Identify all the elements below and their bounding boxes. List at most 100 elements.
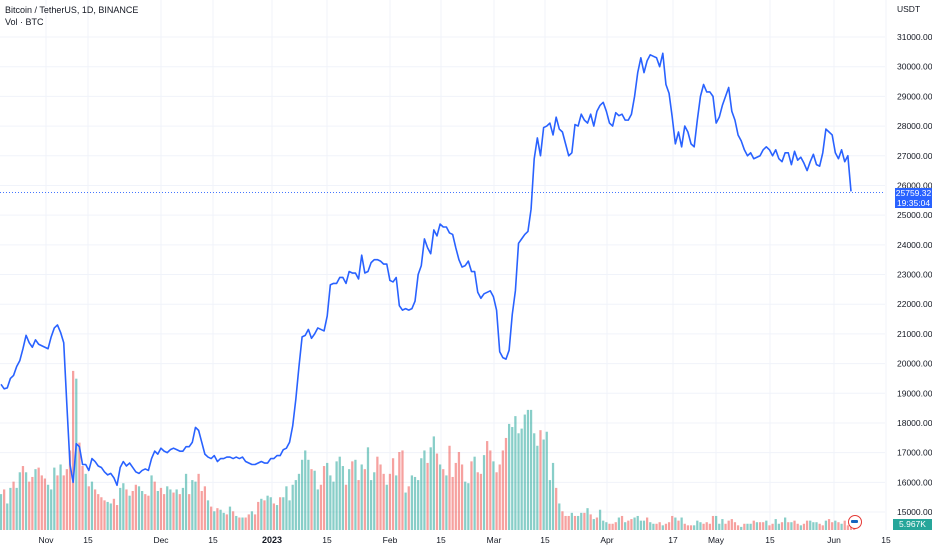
volume-bar bbox=[611, 523, 614, 530]
volume-bar bbox=[821, 525, 824, 530]
volume-bar bbox=[711, 515, 715, 530]
volume-bar bbox=[360, 464, 363, 530]
volume-bar bbox=[784, 517, 787, 530]
volume-bar bbox=[608, 523, 611, 530]
volume-bar bbox=[379, 464, 382, 530]
volume-bar bbox=[6, 503, 9, 530]
volume-bar bbox=[592, 519, 595, 530]
volume-bar bbox=[56, 475, 59, 530]
volume-bar bbox=[598, 509, 602, 530]
volume-bar bbox=[62, 475, 65, 530]
y-tick-label: 21000.00 bbox=[897, 329, 932, 339]
volume-bar bbox=[238, 517, 241, 530]
volume-bar bbox=[529, 409, 533, 530]
x-tick-label: Feb bbox=[383, 535, 398, 545]
current-price-tag: 25759.32 19:35:04 bbox=[895, 187, 932, 208]
volume-bar bbox=[718, 523, 721, 530]
volume-bar bbox=[740, 526, 743, 530]
volume-bar bbox=[699, 522, 702, 530]
volume-bar bbox=[178, 494, 181, 530]
volume-bar bbox=[300, 459, 304, 530]
volume-bar bbox=[498, 464, 501, 530]
volume-bar bbox=[363, 469, 366, 530]
volume-bar bbox=[482, 455, 486, 530]
volume-bar bbox=[526, 409, 530, 530]
volume-bar bbox=[231, 511, 235, 530]
current-price-value: 25759.32 bbox=[895, 187, 932, 198]
volume-bar bbox=[633, 517, 636, 530]
volume-bar bbox=[595, 517, 599, 530]
volume-bar bbox=[369, 480, 373, 530]
volume-bar bbox=[840, 523, 843, 530]
volume-bar bbox=[727, 520, 730, 530]
volume-bar bbox=[768, 525, 771, 530]
volume-bar bbox=[533, 433, 536, 530]
volume-bar bbox=[395, 475, 398, 530]
volume-bar bbox=[429, 447, 432, 530]
y-axis[interactable]: 15000.00 16000.00 17000.00 18000.00 19000.00… bbox=[897, 32, 932, 517]
volume-bar bbox=[580, 512, 583, 530]
volume-bar bbox=[523, 414, 526, 530]
volume-bar bbox=[153, 481, 156, 530]
axis-unit-label[interactable]: USDT bbox=[897, 4, 921, 14]
volume-bar bbox=[765, 520, 768, 530]
volume-bar bbox=[203, 486, 207, 530]
flag-icon[interactable] bbox=[848, 515, 862, 529]
volume-bar bbox=[831, 522, 834, 530]
volume-bar bbox=[282, 497, 285, 530]
volume-bar bbox=[87, 486, 90, 530]
volume-bar bbox=[548, 480, 552, 530]
volume-bar bbox=[423, 450, 426, 530]
volume-bar bbox=[646, 517, 649, 530]
volume-bar bbox=[451, 476, 454, 530]
volume-bar bbox=[335, 461, 338, 530]
volume-bar bbox=[93, 489, 97, 530]
volume-bar bbox=[586, 508, 589, 530]
volume-bar bbox=[72, 370, 75, 530]
volume-bar bbox=[332, 481, 335, 530]
volume-bar bbox=[326, 462, 329, 530]
volume-bar bbox=[602, 520, 605, 530]
volume-bar bbox=[542, 439, 545, 530]
volume-bar bbox=[162, 494, 166, 530]
volume-bar bbox=[75, 378, 78, 530]
volume-bar bbox=[266, 495, 269, 530]
volume-bar bbox=[589, 514, 592, 530]
volume-bar bbox=[649, 522, 652, 530]
volume-bar bbox=[24, 472, 28, 530]
x-tick-label: 15 bbox=[765, 535, 775, 545]
volume-bar bbox=[260, 498, 263, 530]
volume-bar bbox=[188, 494, 191, 530]
y-tick-label: 31000.00 bbox=[897, 32, 932, 42]
volume-bar bbox=[486, 441, 489, 530]
volume-bar bbox=[639, 520, 642, 530]
volume-bar bbox=[288, 500, 291, 530]
volume-bar bbox=[448, 445, 451, 530]
bar-countdown: 19:35:04 bbox=[896, 197, 931, 208]
volume-bar bbox=[567, 515, 570, 530]
volume-bar bbox=[683, 523, 686, 530]
volume-bar bbox=[410, 475, 414, 530]
volume-bar bbox=[291, 484, 294, 530]
volume-bar bbox=[313, 470, 316, 530]
volume-bar bbox=[824, 520, 828, 530]
volume-bar bbox=[366, 447, 370, 530]
x-axis[interactable]: Nov 15 Dec 15 2023 15 Feb 15 Mar 15 Apr 17 May 15 Jun 1… bbox=[38, 535, 891, 545]
volume-legend[interactable]: Vol · BTC bbox=[5, 17, 44, 27]
volume-bar bbox=[382, 473, 385, 530]
volume-bar bbox=[583, 512, 586, 530]
volume-bar bbox=[671, 515, 674, 530]
volume-bar bbox=[733, 522, 737, 530]
y-tick-label: 20000.00 bbox=[897, 359, 932, 369]
volume-bar bbox=[100, 497, 103, 530]
volume-bar bbox=[843, 520, 846, 530]
volume-bar bbox=[228, 506, 232, 530]
volume-bar bbox=[758, 522, 762, 530]
volume-bar bbox=[771, 523, 774, 530]
volume-bar bbox=[46, 484, 50, 530]
volume-bar bbox=[206, 500, 210, 530]
volume-bar bbox=[285, 486, 288, 530]
symbol-legend[interactable]: Bitcoin / TetherUS, 1D, BINANCE bbox=[5, 5, 139, 15]
volume-bar bbox=[464, 481, 467, 530]
